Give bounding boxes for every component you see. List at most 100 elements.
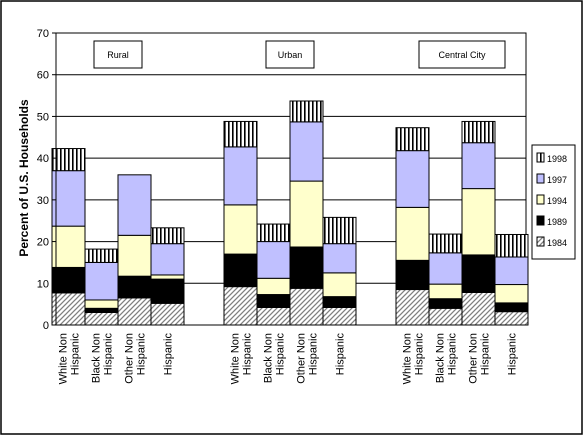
x-axis: White NonHispanic Black NonHispanic Other … (56, 324, 526, 385)
group-label-box (418, 40, 506, 69)
group-label: Urban (278, 50, 303, 60)
bar-segment-1997 (428, 252, 463, 285)
bar-segment-1997 (84, 261, 119, 301)
y-tick-label: 30 (37, 195, 49, 207)
y-axis-label: Percent of U.S. Households (17, 99, 31, 257)
bar-segment-1994 (289, 180, 324, 248)
bar-segment-1997 (395, 150, 430, 208)
group-label: Central City (438, 50, 486, 60)
bar-segment-1997 (150, 243, 185, 276)
legend-swatch (536, 215, 545, 226)
x-tick-label: White NonHispanic (58, 333, 82, 385)
bar-segment-1989 (289, 246, 324, 289)
legend-swatch (536, 236, 545, 247)
bar-segment-1997 (494, 256, 529, 286)
x-tick-label: Black NonHispanic (435, 333, 459, 384)
x-tick-label: Other NonHispanic (296, 333, 320, 384)
bar-segment-1989 (395, 259, 430, 291)
bar-segment-1998 (289, 100, 324, 123)
x-tick-label: Black NonHispanic (263, 333, 287, 384)
bar-segment-1989 (51, 266, 86, 294)
bar-segment-1997 (223, 146, 258, 206)
bars (51, 100, 529, 326)
bar-segment-1998 (322, 216, 357, 245)
bar-segment-1984 (395, 289, 430, 326)
y-tick-label: 60 (37, 70, 49, 82)
legend: 1998 1997 1994 1989 1984 (531, 144, 576, 260)
bar-segment-1984 (223, 286, 258, 326)
bar-segment-1998 (395, 127, 430, 152)
bar-segment-1997 (322, 243, 357, 274)
bar-segment-1998 (51, 148, 86, 172)
y-tick-label: 0 (43, 320, 49, 332)
bar-segment-1997 (117, 174, 152, 236)
bar-segment-1994 (223, 204, 258, 255)
legend-label: 1998 (547, 154, 567, 164)
bar-segment-1997 (256, 241, 291, 279)
bar-segment-1994 (461, 188, 496, 256)
bar-segment-1998 (428, 233, 463, 254)
bar-segment-1998 (84, 248, 119, 263)
bar-segment-1984 (289, 287, 324, 326)
bar-segment-1984 (322, 306, 357, 326)
x-tick-label: Hispanic (163, 333, 175, 376)
bar-segment-1994 (117, 234, 152, 277)
bar-segment-1984 (117, 297, 152, 326)
legend-label: 1994 (547, 196, 567, 206)
x-tick-label: Other NonHispanic (124, 333, 148, 384)
bar-segment-1994 (494, 284, 529, 304)
x-tick-label: White NonHispanic (230, 333, 254, 385)
legend-swatch (536, 173, 545, 184)
bar-segment-1997 (461, 142, 496, 190)
group-label-box (93, 40, 143, 69)
x-tick-label: White NonHispanic (402, 333, 426, 385)
y-tick-label: 50 (37, 111, 49, 123)
bar-segment-1984 (150, 302, 185, 326)
bar-segment-1994 (256, 277, 291, 296)
bar-segment-1989 (322, 296, 357, 308)
bar-segment-1989 (428, 298, 463, 309)
bar-segment-1984 (84, 311, 119, 326)
bar-segment-1998 (256, 223, 291, 243)
bar-segment-1984 (256, 306, 291, 326)
legend-label: 1997 (547, 175, 567, 185)
bar-segment-1984 (494, 311, 529, 326)
bar-segment-1984 (51, 292, 86, 326)
x-tick-label: Other NonHispanic (468, 333, 492, 384)
bar-segment-1994 (150, 274, 185, 280)
bar-segment-1998 (494, 233, 529, 258)
y-tick-label: 10 (37, 278, 49, 290)
bar-segment-1994 (322, 272, 357, 298)
bar-segment-1989 (494, 302, 529, 313)
y-tick-label: 20 (37, 237, 49, 249)
bar-segment-1994 (428, 283, 463, 300)
bar-segment-1989 (223, 253, 258, 288)
y-axis: 0 10 20 30 40 50 60 70 (37, 28, 57, 332)
bar-segment-1998 (223, 120, 258, 148)
x-tick-label: Black NonHispanic (91, 333, 115, 384)
bar-segment-1997 (51, 170, 86, 227)
group-label: Rural (107, 50, 129, 60)
bar-segment-1998 (461, 120, 496, 144)
x-tick-label: Hispanic (507, 333, 519, 376)
group-labels: Rural Urban Central City (93, 40, 506, 69)
legend-label: 1984 (547, 238, 567, 248)
legend-swatch (536, 152, 545, 163)
legend-swatch (536, 194, 545, 205)
bar-segment-1984 (461, 291, 496, 326)
bar-segment-1984 (428, 307, 463, 326)
legend-label: 1989 (547, 217, 567, 227)
bar-segment-1994 (51, 225, 86, 268)
y-tick-label: 70 (37, 28, 49, 40)
x-tick-label: Hispanic (335, 333, 347, 376)
bar-segment-1997 (289, 121, 324, 182)
bar-segment-1989 (117, 275, 152, 299)
bar-segment-1994 (84, 299, 119, 309)
y-tick-label: 40 (37, 153, 49, 165)
group-label-box (265, 40, 315, 69)
bar-segment-1989 (256, 294, 291, 308)
bar-segment-1989 (461, 254, 496, 293)
bar-segment-1994 (395, 206, 430, 261)
bar-segment-1989 (150, 278, 185, 304)
